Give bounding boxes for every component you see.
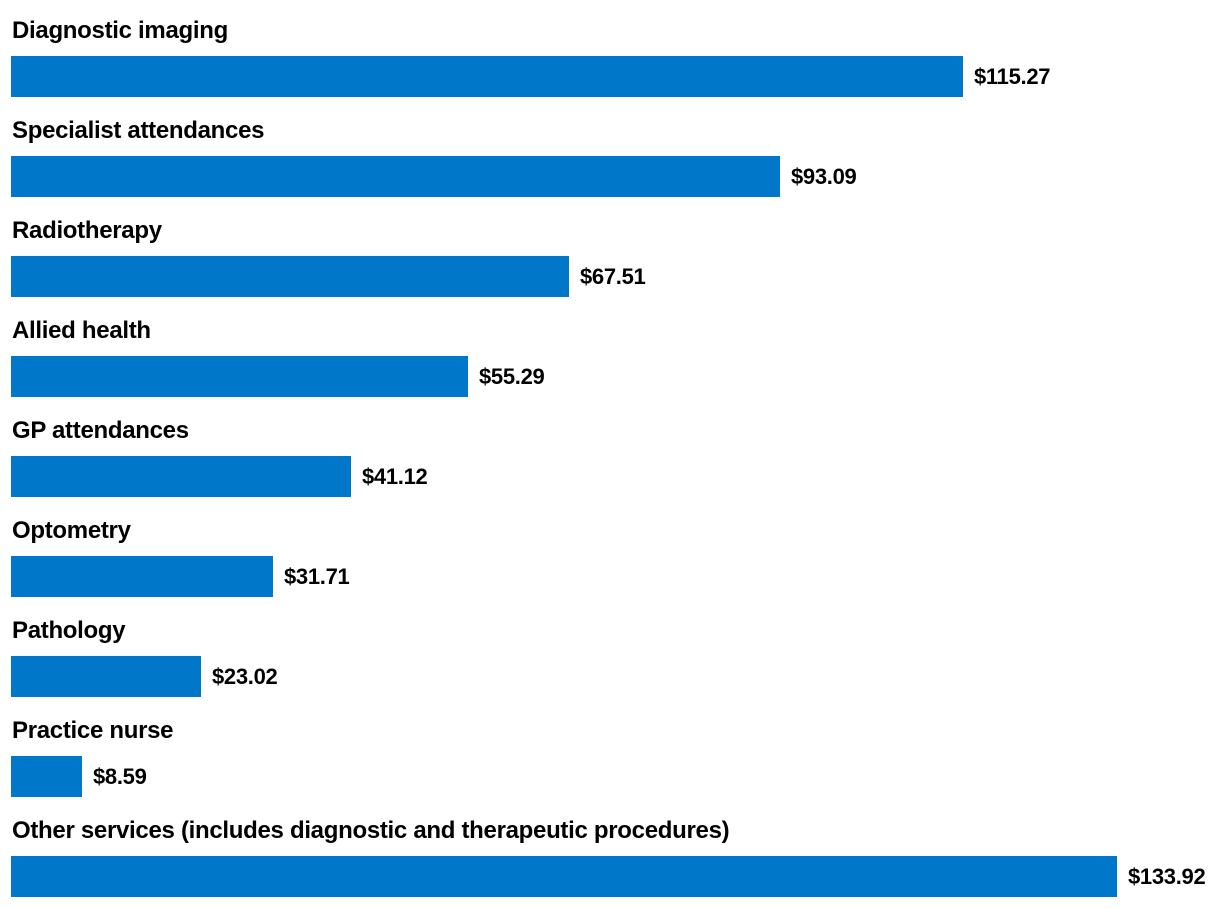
category-label: Diagnostic imaging xyxy=(12,17,228,44)
value-label: $93.09 xyxy=(791,163,857,189)
chart-row: Practice nurse $8.59 xyxy=(0,700,1220,800)
chart-row: Pathology $23.02 xyxy=(0,600,1220,700)
bar xyxy=(11,356,468,397)
chart-row: Radiotherapy $67.51 xyxy=(0,200,1220,300)
bar-line: $67.51 xyxy=(11,256,1220,297)
bar xyxy=(11,456,351,497)
chart-row: GP attendances $41.12 xyxy=(0,400,1220,500)
value-label: $133.92 xyxy=(1128,863,1206,889)
category-label: Optometry xyxy=(12,517,131,544)
category-label: Specialist attendances xyxy=(12,117,265,144)
bar xyxy=(11,156,780,197)
value-label: $8.59 xyxy=(93,763,147,789)
bar xyxy=(11,856,1117,897)
category-label: Pathology xyxy=(12,617,126,644)
value-label: $67.51 xyxy=(580,263,646,289)
bar xyxy=(11,656,201,697)
value-label: $23.02 xyxy=(212,663,278,689)
chart-row: Diagnostic imaging $115.27 xyxy=(0,0,1220,100)
bar-line: $41.12 xyxy=(11,456,1220,497)
category-label: GP attendances xyxy=(12,417,189,444)
value-label: $31.71 xyxy=(284,563,350,589)
chart-row: Other services (includes diagnostic and … xyxy=(0,800,1220,900)
bar-line: $133.92 xyxy=(11,856,1220,897)
bar xyxy=(11,756,82,797)
bar-line: $31.71 xyxy=(11,556,1220,597)
chart-row: Allied health $55.29 xyxy=(0,300,1220,400)
chart-row: Optometry $31.71 xyxy=(0,500,1220,600)
category-label: Practice nurse xyxy=(12,717,174,744)
bar-line: $93.09 xyxy=(11,156,1220,197)
category-label: Radiotherapy xyxy=(12,217,162,244)
category-label: Allied health xyxy=(12,317,151,344)
bar-line: $8.59 xyxy=(11,756,1220,797)
chart-row: Specialist attendances $93.09 xyxy=(0,100,1220,200)
value-label: $115.27 xyxy=(974,63,1051,89)
value-label: $41.12 xyxy=(362,463,428,489)
category-label: Other services (includes diagnostic and … xyxy=(12,817,730,844)
bar-line: $115.27 xyxy=(11,56,1220,97)
bar xyxy=(11,256,569,297)
bar xyxy=(11,556,273,597)
bar-line: $55.29 xyxy=(11,356,1220,397)
bar-line: $23.02 xyxy=(11,656,1220,697)
bar xyxy=(11,56,963,97)
value-label: $55.29 xyxy=(479,363,545,389)
